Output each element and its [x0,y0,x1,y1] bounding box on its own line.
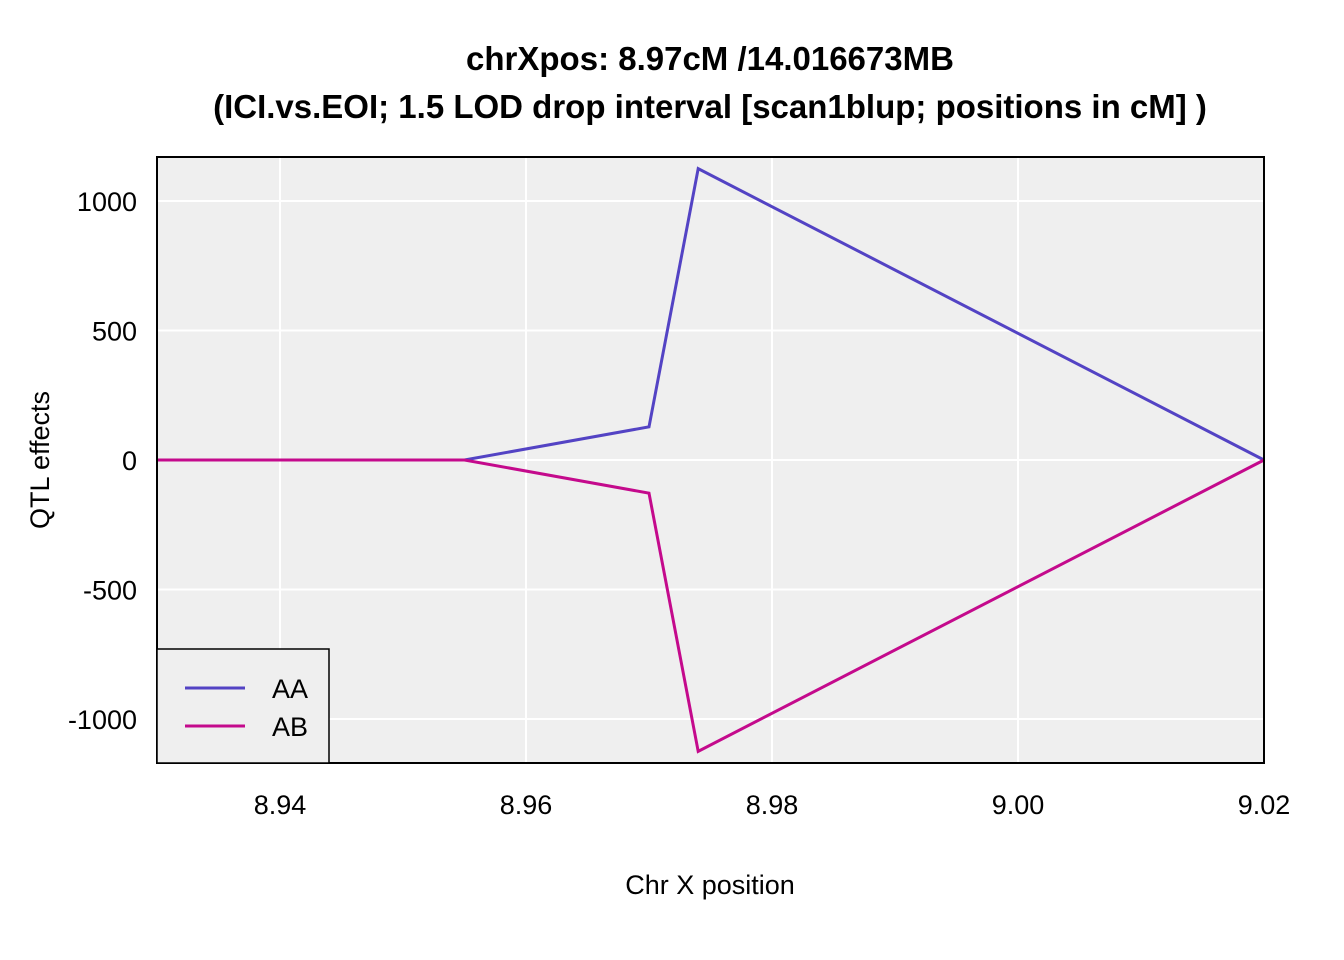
y-tick-label: 500 [92,317,137,347]
y-axis-label: QTL effects [25,391,55,529]
y-tick-label: -500 [83,575,137,605]
x-tick-label: 9.00 [992,790,1045,820]
plot-frame [156,156,1265,764]
x-tick-label: 8.98 [746,790,799,820]
y-tick-label: 1000 [77,187,137,217]
x-tick-label: 8.96 [500,790,553,820]
series-line-ab [157,458,1265,754]
y-tick-label: -1000 [68,705,137,735]
y-tick-label: 0 [122,446,137,476]
x-tick-labels: 8.94 8.96 8.98 9.00 9.02 [254,790,1291,820]
legend-box [156,648,330,764]
x-tick-label: 9.02 [1238,790,1291,820]
series-layer [157,166,1265,754]
chart-subtitle: (ICI.vs.EOI; 1.5 LOD drop interval [scan… [213,88,1207,125]
chart-title: chrXpos: 8.97cM /14.016673MB [466,40,954,77]
x-axis-label: Chr X position [625,870,795,900]
y-tick-labels: 1000 500 0 -500 -1000 [68,187,137,735]
legend: AA AB [156,648,330,764]
legend-label-aa: AA [272,674,308,704]
legend-label-ab: AB [272,712,308,742]
x-tick-label: 8.94 [254,790,307,820]
